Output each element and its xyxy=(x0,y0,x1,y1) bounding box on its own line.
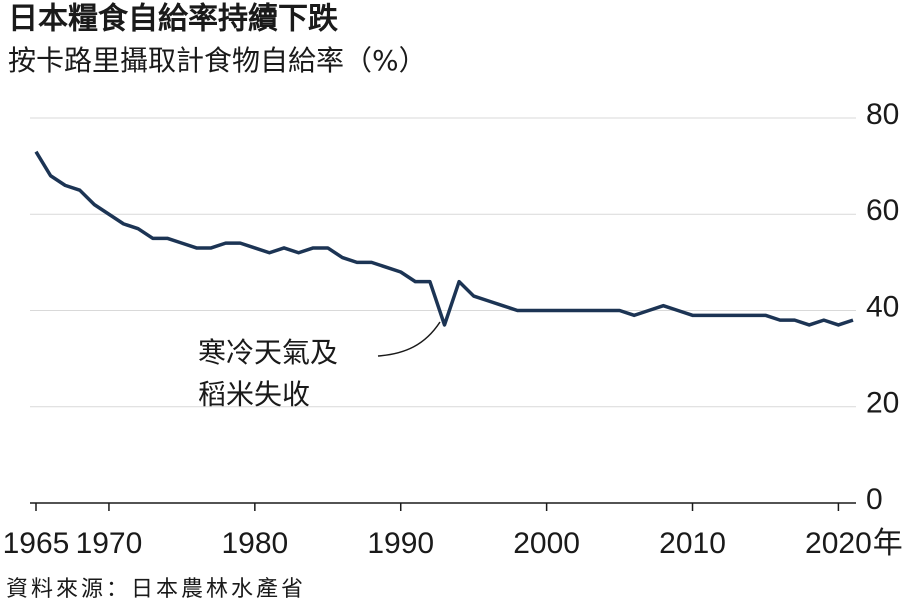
x-tick-label: 2000 xyxy=(513,527,580,560)
x-tick-label: 1990 xyxy=(367,527,434,560)
data-line xyxy=(34,150,854,327)
chart-subtitle: 按卡路里攝取計食物自給率（%） xyxy=(8,44,427,77)
y-tick-label: 60 xyxy=(866,194,899,227)
y-tick-label: 0 xyxy=(866,483,883,516)
x-unit: 年 xyxy=(873,527,903,560)
y-tick-label: 80 xyxy=(866,98,899,131)
y-tick-label: 20 xyxy=(866,387,899,420)
x-tick-label: 2010 xyxy=(659,527,726,560)
annotation-line: 稻米失收 xyxy=(198,378,310,411)
chart-title: 日本糧食自給率持續下跌 xyxy=(8,2,338,37)
source: 資料來源：日本農林水產省 xyxy=(6,577,306,602)
x-tick-label: 1965 xyxy=(3,527,70,560)
x-tick-label: 1980 xyxy=(221,527,288,560)
annotation-connector xyxy=(377,321,441,357)
x-tick-label: 1970 xyxy=(76,527,143,560)
annotation-line: 寒冷天氣及 xyxy=(198,336,338,369)
y-tick-label: 40 xyxy=(866,290,899,323)
x-tick-label: 2020 xyxy=(805,527,872,560)
